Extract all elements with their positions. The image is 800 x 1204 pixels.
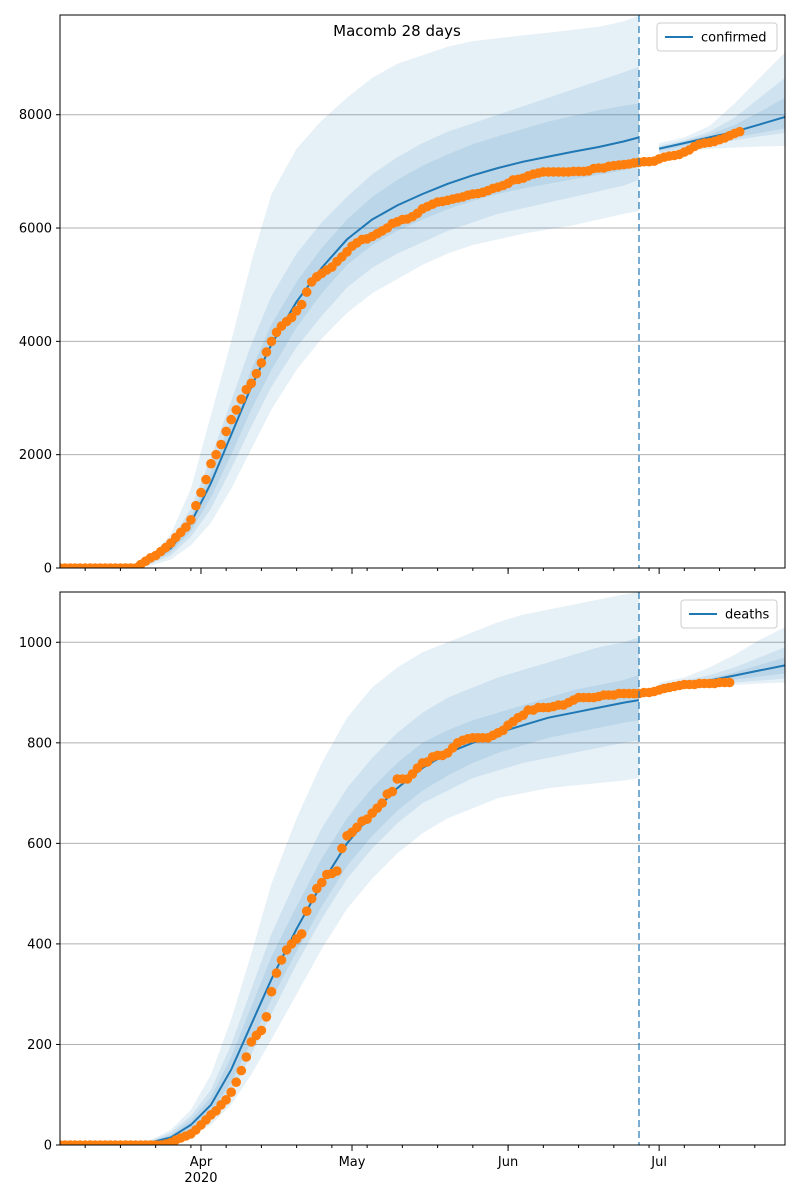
observed-point — [226, 414, 236, 425]
band-inner-fit — [60, 675, 639, 1145]
observed-point — [221, 1095, 231, 1105]
observed-point — [206, 458, 216, 469]
axes-frame — [59, 591, 786, 1146]
observed-point — [236, 394, 247, 405]
x-tick-label: Apr — [190, 1155, 213, 1170]
observed-point — [387, 786, 398, 797]
band-middle-forecast — [659, 647, 785, 689]
x-tick-label: Jun — [497, 1155, 518, 1170]
observed-point — [211, 449, 221, 460]
observed-point — [251, 368, 262, 379]
y-tick-label: 400 — [27, 937, 52, 952]
x-year-label: 2020 — [184, 1171, 217, 1186]
y-tick-label: 4000 — [19, 335, 52, 350]
observed-point — [337, 843, 347, 854]
legend-label: deaths — [725, 608, 770, 623]
panel-confirmed: 0 2000 4000 6000 8000 confirmed — [19, 14, 786, 577]
y-tick-label: 1000 — [19, 636, 52, 651]
band-middle-forecast — [659, 77, 785, 153]
observed-point — [246, 1037, 257, 1047]
observed-point — [261, 347, 272, 357]
plot-area — [60, 592, 785, 1145]
observed-point — [256, 1025, 267, 1036]
band-outer-fit — [60, 15, 639, 568]
observed-series — [60, 677, 735, 1145]
legend: deaths — [680, 599, 778, 629]
observed-point — [241, 1052, 252, 1062]
y-tick-label: 6000 — [19, 222, 52, 237]
y-tick-label: 800 — [27, 736, 52, 751]
observed-point — [256, 358, 267, 368]
observed-point — [332, 866, 342, 876]
band-outer-forecast — [659, 627, 785, 690]
plot-area — [60, 15, 785, 568]
legend-box — [680, 599, 778, 629]
y-tick-label: 600 — [27, 837, 52, 852]
legend: confirmed — [656, 22, 778, 52]
observed-point — [286, 312, 297, 323]
legend-box — [656, 22, 778, 52]
band-outer-forecast — [659, 52, 785, 155]
observed-point — [734, 126, 745, 137]
observed-point — [221, 426, 231, 437]
observed-point — [196, 487, 206, 498]
observed-point — [271, 968, 282, 978]
observed-point — [181, 522, 191, 532]
legend-label: confirmed — [701, 31, 767, 46]
observed-point — [301, 906, 312, 916]
observed-point — [377, 798, 388, 808]
observed-point — [317, 877, 327, 888]
figure-title: Macomb 28 days — [333, 22, 461, 40]
observed-point — [266, 336, 277, 347]
observed-point — [261, 1012, 272, 1022]
observed-point — [231, 405, 241, 415]
observed-point — [301, 287, 312, 297]
x-tick-label: May — [339, 1155, 366, 1170]
observed-point — [216, 439, 226, 450]
observed-point — [201, 474, 211, 485]
y-tick-label: 200 — [27, 1038, 52, 1053]
observed-point — [246, 378, 257, 389]
observed-point — [296, 929, 307, 939]
observed-point — [186, 515, 196, 525]
y-tick-label: 0 — [44, 1139, 52, 1154]
observed-point — [276, 955, 287, 965]
x-tick-label: Jul — [650, 1155, 667, 1170]
axes-frame — [59, 14, 786, 569]
y-tick-label: 2000 — [19, 448, 52, 463]
observed-point — [296, 299, 307, 310]
y-tick-label: 8000 — [19, 108, 52, 123]
observed-series — [60, 126, 745, 568]
observed-point — [266, 986, 277, 997]
observed-point — [231, 1077, 241, 1087]
observed-point — [191, 500, 201, 511]
observed-point — [226, 1087, 236, 1097]
observed-point — [236, 1065, 247, 1076]
band-middle-fit — [60, 637, 639, 1145]
y-tick-label: 0 — [44, 562, 52, 577]
observed-point — [724, 677, 735, 688]
observed-point — [306, 893, 317, 904]
